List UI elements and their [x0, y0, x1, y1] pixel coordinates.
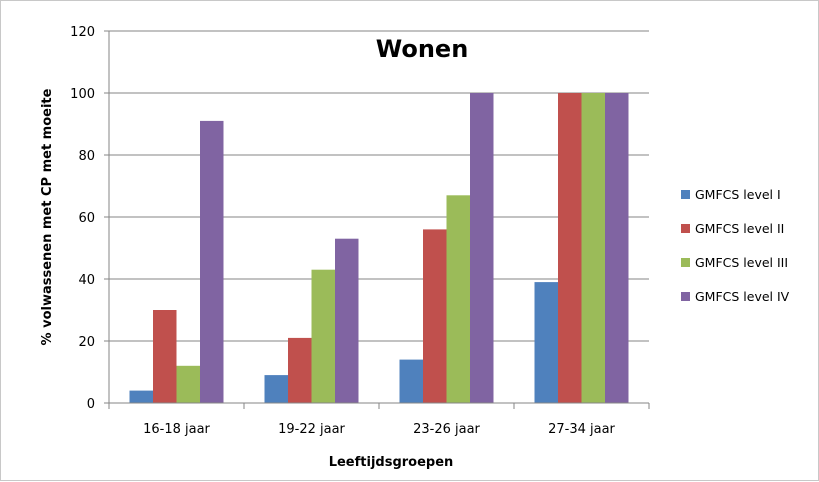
bar-gmfcs-level-iv-19-22-jaar	[335, 238, 359, 403]
bar-gmfcs-level-iii-23-26-jaar	[446, 195, 470, 403]
bar-gmfcs-level-iii-27-34-jaar	[581, 93, 605, 403]
bar-gmfcs-level-iii-19-22-jaar	[311, 269, 335, 403]
x-tick-label: 16-18 jaar	[143, 422, 210, 437]
bar-gmfcs-level-i-27-34-jaar	[534, 282, 558, 403]
y-axis-title: % volwassenen met CP met moeite	[40, 88, 55, 345]
y-tick-label: 0	[87, 397, 95, 412]
legend-swatch	[681, 258, 690, 267]
y-tick-labels: 0 20 40 60 80 100 120	[70, 25, 95, 412]
bar-gmfcs-level-ii-16-18-jaar	[153, 310, 177, 403]
bar-gmfcs-level-iv-23-26-jaar	[470, 93, 494, 403]
axes	[104, 30, 650, 409]
bar-gmfcs-level-ii-27-34-jaar	[558, 93, 582, 403]
bar-gmfcs-level-ii-19-22-jaar	[288, 337, 312, 403]
y-tick-label: 80	[78, 149, 95, 164]
chart-title: Wonen	[376, 35, 469, 63]
y-tick-label: 20	[78, 335, 95, 350]
bar-gmfcs-level-iii-16-18-jaar	[176, 365, 200, 403]
x-tick-label: 19-22 jaar	[278, 422, 345, 437]
bar-gmfcs-level-i-19-22-jaar	[264, 375, 288, 403]
legend-swatch	[681, 190, 690, 199]
x-tick-label: 23-26 jaar	[413, 422, 480, 437]
y-tick-label: 60	[78, 211, 95, 226]
legend-label: GMFCS level IV	[695, 289, 790, 304]
legend-swatch	[681, 292, 690, 301]
bar-gmfcs-level-i-16-18-jaar	[129, 390, 153, 403]
bar-gmfcs-level-ii-23-26-jaar	[423, 229, 447, 403]
legend-label: GMFCS level III	[695, 255, 788, 270]
legend-label: GMFCS level I	[695, 187, 781, 202]
legend: GMFCS level I GMFCS level II GMFCS level I…	[681, 187, 790, 304]
bar-gmfcs-level-iv-16-18-jaar	[200, 120, 224, 404]
bars	[129, 93, 629, 404]
y-tick-label: 40	[78, 273, 95, 288]
legend-swatch	[681, 224, 690, 233]
bar-gmfcs-level-iv-27-34-jaar	[605, 93, 629, 403]
y-tick-label: 120	[70, 25, 95, 40]
y-tick-label: 100	[70, 87, 95, 102]
x-tick-labels: 16-18 jaar 19-22 jaar 23-26 jaar 27-34 jaar	[143, 422, 615, 437]
x-axis-title: Leeftijdsgroepen	[329, 455, 454, 470]
bar-gmfcs-level-i-23-26-jaar	[399, 359, 423, 403]
x-tick-label: 27-34 jaar	[548, 422, 615, 437]
legend-label: GMFCS level II	[695, 221, 784, 236]
